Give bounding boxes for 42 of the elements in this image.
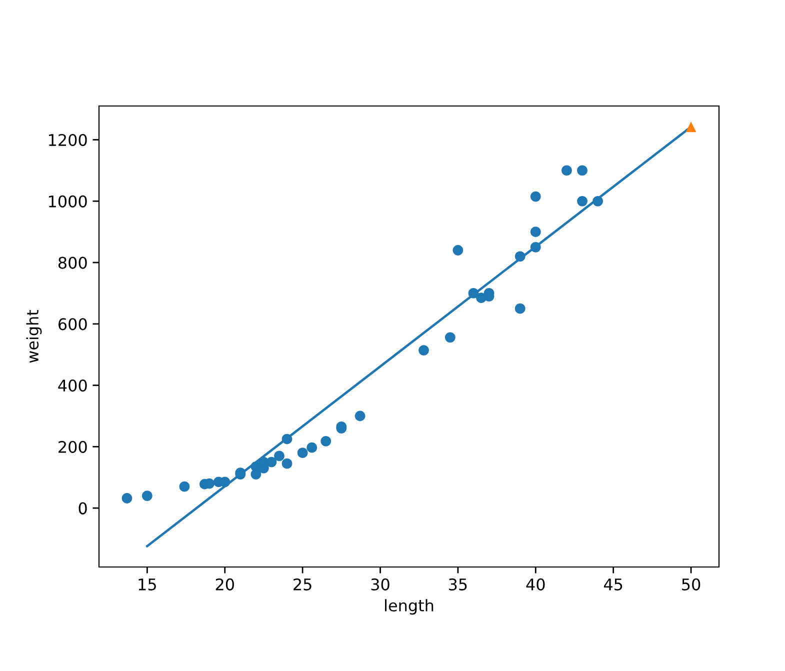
y-tick-label: 1000	[48, 195, 87, 208]
point	[179, 481, 190, 492]
point	[514, 251, 526, 262]
x-axis-title: length	[385, 599, 434, 615]
point	[266, 456, 277, 468]
x-tick-label: 15	[138, 578, 156, 590]
point	[562, 165, 572, 176]
point	[274, 450, 284, 462]
x-tick-label: 40	[526, 578, 545, 590]
y-tick-label: 0	[78, 502, 87, 514]
point	[142, 490, 152, 501]
point	[354, 410, 366, 422]
point	[577, 165, 588, 176]
point	[306, 442, 318, 453]
y-axis-title: weight	[26, 310, 42, 363]
point	[282, 458, 292, 469]
point	[468, 288, 479, 298]
point	[452, 245, 464, 256]
point	[530, 242, 541, 252]
y-tick-label: 600	[58, 318, 87, 330]
y-tick-label: 200	[58, 440, 87, 453]
point	[444, 332, 456, 343]
y-tick-label: 1200	[48, 134, 87, 146]
x-tick-label: 35	[449, 578, 467, 590]
point	[320, 436, 332, 446]
x-tick-label: 20	[216, 578, 234, 590]
point	[282, 434, 292, 444]
point	[530, 191, 541, 202]
x-tick-label: 50	[682, 578, 700, 590]
y-tick-label: 400	[58, 380, 87, 392]
point	[577, 196, 588, 206]
point	[418, 345, 429, 356]
x-tick-label: 45	[604, 578, 622, 590]
point	[530, 226, 541, 238]
point	[297, 448, 308, 458]
point	[514, 303, 526, 314]
x-tick-label: 25	[294, 578, 312, 590]
point	[122, 493, 132, 504]
point	[686, 122, 696, 132]
point	[592, 196, 603, 206]
x-tick-label: 30	[371, 578, 390, 590]
y-tick-label: 800	[58, 256, 87, 269]
